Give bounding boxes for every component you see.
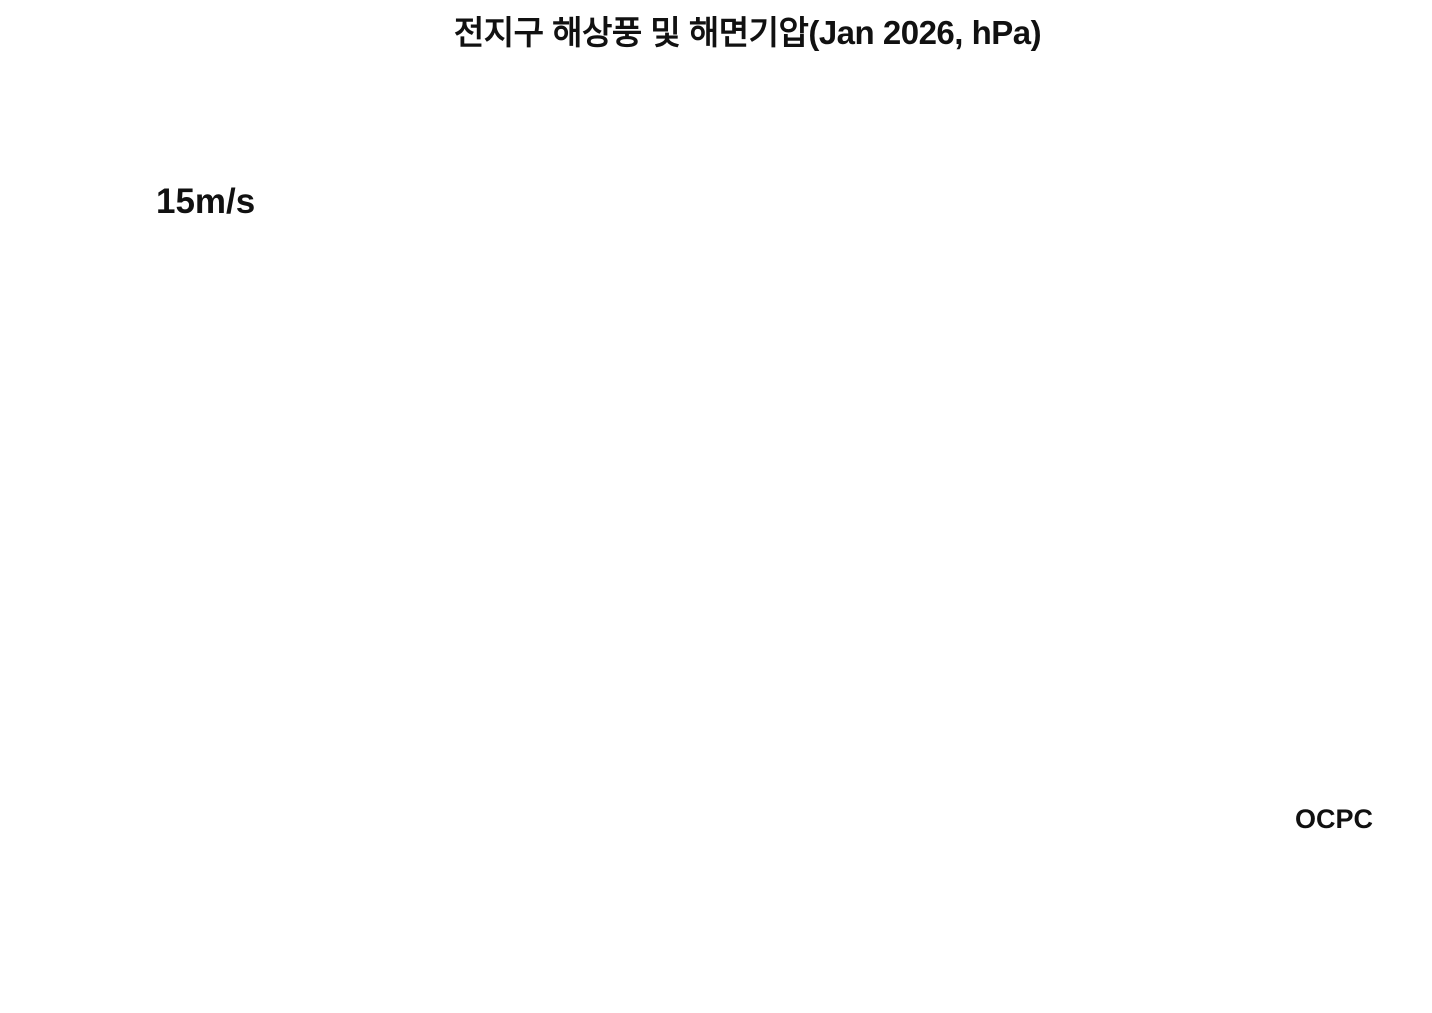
colorbar xyxy=(82,926,1432,973)
map-svg xyxy=(110,65,1385,855)
colorbar-svg xyxy=(82,926,1432,968)
map-area xyxy=(110,65,1385,855)
chart-title: 전지구 해상풍 및 해면기압(Jan 2026, hPa) xyxy=(453,14,1042,51)
watermark-logo: OCPC xyxy=(1295,804,1374,834)
wind-scale-label: 15m/s xyxy=(156,182,256,221)
